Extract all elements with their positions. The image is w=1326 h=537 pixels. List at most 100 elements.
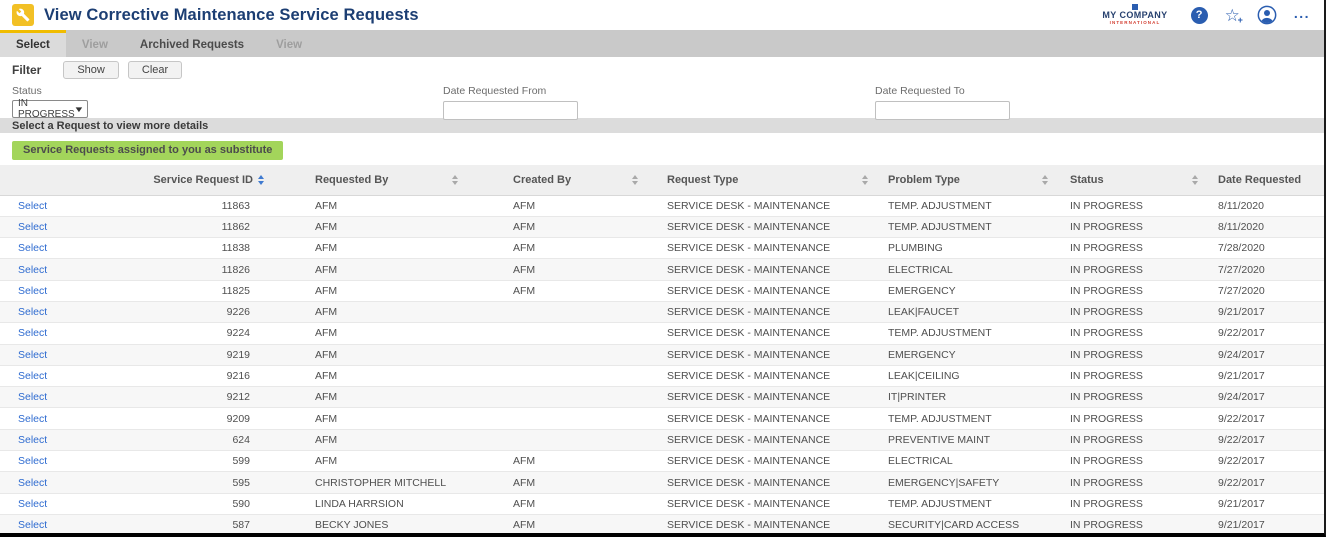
cell-problem-type: PREVENTIVE MAINT [880, 429, 1060, 452]
cell-date-requested: 8/11/2020 [1210, 195, 1324, 217]
status-select[interactable]: IN PROGRESS ▼ [12, 98, 88, 120]
cell-date-requested: 8/11/2020 [1210, 216, 1324, 239]
select-link[interactable]: Select [18, 433, 48, 446]
cell-status: IN PROGRESS [1060, 280, 1210, 302]
cell-created-by: AFM [470, 493, 650, 515]
tab-view-2: View [276, 39, 303, 51]
table-body: Select 11863 AFM AFM SERVICE DESK - MAIN… [0, 195, 1324, 533]
clear-button[interactable]: Clear [127, 61, 183, 79]
cell-request-type: SERVICE DESK - MAINTENANCE [650, 301, 880, 324]
select-link[interactable]: Select [18, 391, 48, 404]
filter-bar: Filter Show Clear [0, 57, 1324, 83]
column-header-problem-type[interactable]: Problem Type [880, 165, 1060, 196]
cell-requested-by: AFM [270, 407, 470, 430]
select-link[interactable]: Select [18, 370, 48, 383]
cell-created-by: AFM [470, 237, 650, 260]
sort-icon[interactable] [1192, 174, 1198, 185]
cell-requested-by: LINDA HARRSION [270, 493, 470, 515]
cell-date-requested: 9/22/2017 [1210, 407, 1324, 430]
select-link[interactable]: Select [18, 476, 48, 489]
app-header: View Corrective Maintenance Service Requ… [0, 0, 1324, 30]
select-link[interactable]: Select [18, 263, 48, 276]
company-logo: MY COMPANY INTERNATIONAL [1102, 4, 1167, 26]
cell-status: IN PROGRESS [1060, 365, 1210, 388]
table-row: Select 9212 AFM SERVICE DESK - MAINTENAN… [0, 386, 1324, 409]
sort-icon-active[interactable] [258, 174, 264, 185]
date-to-label: Date Requested To [875, 85, 965, 97]
cell-requested-by: AFM [270, 195, 470, 217]
sort-icon[interactable] [632, 174, 638, 185]
cell-created-by: AFM [470, 216, 650, 239]
select-link[interactable]: Select [18, 497, 48, 510]
sort-icon[interactable] [862, 174, 868, 185]
cell-requested-by: AFM [270, 280, 470, 302]
cell-date-requested: 7/28/2020 [1210, 237, 1324, 260]
cell-request-type: SERVICE DESK - MAINTENANCE [650, 450, 880, 473]
column-header-created-by[interactable]: Created By [470, 165, 650, 196]
favorites-icon[interactable]: ☆ + [1224, 5, 1243, 25]
column-header-requested-by[interactable]: Requested By [270, 165, 470, 196]
cell-status: IN PROGRESS [1060, 344, 1210, 366]
cell-requested-by: AFM [270, 344, 470, 366]
account-avatar-icon[interactable] [1257, 5, 1277, 25]
date-to-input[interactable] [875, 100, 1010, 120]
column-header-request-type[interactable]: Request Type [650, 165, 880, 196]
cell-problem-type: IT|PRINTER [880, 386, 1060, 409]
more-menu-icon[interactable]: ... [1293, 5, 1310, 21]
select-link[interactable]: Select [18, 220, 48, 233]
column-header-status[interactable]: Status [1060, 165, 1210, 196]
select-link[interactable]: Select [18, 455, 48, 468]
tab-archived-requests[interactable]: Archived Requests [139, 39, 245, 51]
wrench-icon [12, 4, 34, 26]
cell-problem-type: ELECTRICAL [880, 450, 1060, 473]
status-field: Status IN PROGRESS ▼ [12, 85, 88, 120]
select-link[interactable]: Select [18, 284, 48, 297]
cell-status: IN PROGRESS [1060, 258, 1210, 281]
select-link[interactable]: Select [18, 306, 48, 319]
cell-created-by [470, 429, 650, 452]
cell-requested-by: AFM [270, 237, 470, 260]
instruction-banner: Select a Request to view more details [0, 118, 1324, 133]
cell-requested-by: AFM [270, 386, 470, 409]
cell-service-request-id: 599 [150, 450, 270, 473]
select-link[interactable]: Select [18, 327, 48, 340]
select-link[interactable]: Select [18, 199, 48, 212]
column-header-select [0, 165, 150, 196]
date-from-label: Date Requested From [443, 85, 547, 97]
page-title: View Corrective Maintenance Service Requ… [44, 5, 419, 24]
cell-service-request-id: 9209 [150, 407, 270, 430]
select-link[interactable]: Select [18, 412, 48, 425]
select-link[interactable]: Select [18, 519, 48, 532]
cell-request-type: SERVICE DESK - MAINTENANCE [650, 471, 880, 494]
cell-request-type: SERVICE DESK - MAINTENANCE [650, 280, 880, 302]
cell-status: IN PROGRESS [1060, 407, 1210, 430]
substitute-button-row: Service Requests assigned to you as subs… [0, 133, 1324, 165]
cell-status: IN PROGRESS [1060, 322, 1210, 345]
help-icon[interactable]: ? [1190, 6, 1208, 24]
tab-select[interactable]: Select [0, 30, 66, 57]
column-header-service-request-id[interactable]: Service Request ID [150, 165, 270, 196]
cell-request-type: SERVICE DESK - MAINTENANCE [650, 195, 880, 217]
cell-created-by [470, 386, 650, 409]
cell-date-requested: 9/21/2017 [1210, 514, 1324, 533]
date-from-input[interactable] [443, 100, 578, 120]
cell-problem-type: TEMP. ADJUSTMENT [880, 216, 1060, 239]
table-row: Select 590 LINDA HARRSION AFM SERVICE DE… [0, 493, 1324, 515]
sort-icon[interactable] [452, 174, 458, 185]
cell-request-type: SERVICE DESK - MAINTENANCE [650, 365, 880, 388]
select-link[interactable]: Select [18, 242, 48, 255]
cell-status: IN PROGRESS [1060, 195, 1210, 217]
cell-request-type: SERVICE DESK - MAINTENANCE [650, 344, 880, 366]
cell-request-type: SERVICE DESK - MAINTENANCE [650, 258, 880, 281]
select-link[interactable]: Select [18, 348, 48, 361]
cell-requested-by: BECKY JONES [270, 514, 470, 533]
sort-icon[interactable] [1042, 174, 1048, 185]
column-header-date-requested[interactable]: Date Requested [1210, 165, 1324, 196]
substitute-requests-button[interactable]: Service Requests assigned to you as subs… [12, 141, 284, 160]
tab-view-1: View [81, 39, 108, 51]
show-button[interactable]: Show [63, 61, 119, 79]
cell-date-requested: 9/21/2017 [1210, 365, 1324, 388]
cell-status: IN PROGRESS [1060, 237, 1210, 260]
cell-status: IN PROGRESS [1060, 216, 1210, 239]
